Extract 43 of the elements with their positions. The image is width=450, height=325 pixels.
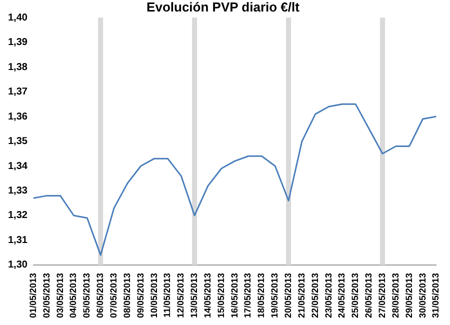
x-tick-label: 15/05/2013 [216,272,226,318]
x-tick-label: 23/05/2013 [323,272,334,318]
x-tick-label: 27/05/2013 [376,272,387,318]
x-tick-label: 13/05/2013 [189,272,200,318]
x-tick-label: 02/05/2013 [41,272,52,318]
y-tick-label: 1,40 [8,12,28,24]
x-tick-label: 01/05/2013 [28,272,38,318]
y-tick-label: 1,38 [8,62,28,73]
y-tick-label: 1,30 [8,260,28,271]
x-tick-label: 31/05/2013 [430,272,441,318]
y-tick-label: 1,35 [8,136,28,148]
x-tick-label: 09/05/2013 [135,272,146,318]
x-tick-label: 18/05/2013 [256,272,266,318]
x-tick-label: 12/05/2013 [176,272,186,318]
x-tick-label: 24/05/2013 [336,272,347,318]
x-tick-label: 19/05/2013 [270,272,280,318]
x-tick-label: 29/05/2013 [404,272,414,318]
y-tick-label: 1,31 [8,234,28,246]
x-tick-label: 03/05/2013 [54,272,65,318]
y-tick-label: 1,32 [8,210,28,222]
x-tick-label: 20/05/2013 [283,272,294,318]
y-tick-label: 1,33 [8,186,28,196]
x-tick-label: 26/05/2013 [364,272,374,318]
y-tick-label: 1,34 [8,160,28,172]
x-tick-label: 11/05/2013 [162,272,172,318]
x-tick-label: 07/05/2013 [108,272,118,318]
y-tick-label: 1,36 [8,111,28,122]
y-tick-label: 1,37 [8,86,28,98]
x-tick-label: 22/05/2013 [310,272,320,318]
x-tick-label: 30/05/2013 [417,272,428,318]
x-tick-label: 08/05/2013 [122,272,132,318]
x-tick-label: 21/05/2013 [296,272,306,318]
x-tick-label: 17/05/2013 [242,272,253,318]
x-tick-label: 10/05/2013 [148,272,159,318]
x-tick-label: 25/05/2013 [350,272,360,318]
x-tick-label: 04/05/2013 [68,272,78,318]
x-tick-label: 06/05/2013 [95,272,106,318]
x-tick-label: 16/05/2013 [229,272,240,318]
x-tick-label: 28/05/2013 [390,272,400,318]
chart-title: Evolución PVP diario €/lt [146,0,300,14]
x-tick-label: 14/05/2013 [202,272,212,318]
y-tick-label: 1,39 [8,37,28,48]
x-tick-label: 05/05/2013 [82,272,92,318]
